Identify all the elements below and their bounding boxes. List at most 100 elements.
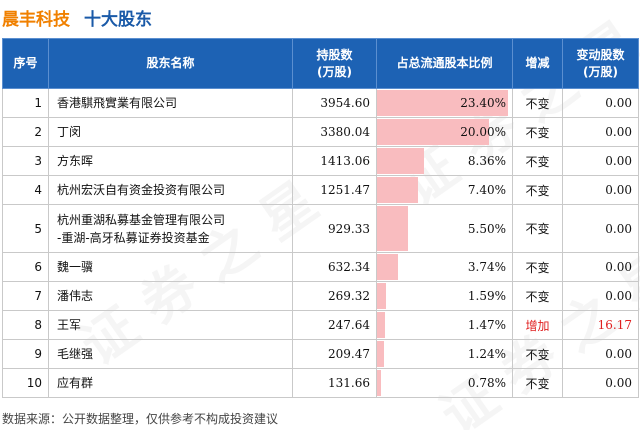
change-cell: 不变 bbox=[512, 281, 563, 311]
ratio-cell: 23.40% bbox=[376, 88, 513, 118]
ratio-cell: 0.78% bbox=[376, 368, 513, 398]
rank-cell: 2 bbox=[2, 117, 49, 147]
delta-shares-cell: 16.17 bbox=[562, 310, 639, 340]
shares-cell: 632.34 bbox=[292, 252, 377, 282]
table-row: 1 香港騏飛實業有限公司 3954.60 23.40% 不变 0.00 bbox=[2, 88, 639, 118]
shareholder-name: 方东晖 bbox=[57, 154, 94, 168]
delta-shares-cell: 0.00 bbox=[562, 175, 639, 205]
shareholder-name-cell: 香港騏飛實業有限公司 bbox=[48, 88, 293, 118]
shareholder-name: 潘伟志 bbox=[57, 289, 94, 303]
rank-cell: 4 bbox=[2, 175, 49, 205]
ratio-cell: 7.40% bbox=[376, 175, 513, 205]
table-row: 5 杭州重湖私募基金管理有限公司 -重湖-高牙私募证券投资基金 929.33 5.50%… bbox=[2, 204, 639, 253]
change-cell: 不变 bbox=[512, 117, 563, 147]
column-header-ratio: 占总流通股本比例 bbox=[376, 38, 513, 89]
shares-cell: 3954.60 bbox=[292, 88, 377, 118]
shareholder-name-cell: 丁闵 bbox=[48, 117, 293, 147]
table-row: 6 魏一骥 632.34 3.74% 不变 0.00 bbox=[2, 252, 639, 282]
section-title: 十大股东 bbox=[84, 9, 152, 30]
column-header-shares: 持股数 (万股) bbox=[292, 38, 377, 89]
shareholder-name: 香港騏飛實業有限公司 bbox=[57, 96, 178, 110]
ratio-value: 1.59% bbox=[467, 289, 506, 303]
ratio-bar bbox=[377, 283, 386, 309]
shareholder-name: 丁闵 bbox=[57, 125, 82, 139]
table-row: 9 毛继强 209.47 1.24% 不变 0.00 bbox=[2, 339, 639, 369]
shareholder-name-cell: 应有群 bbox=[48, 368, 293, 398]
shareholder-name-cell: 魏一骥 bbox=[48, 252, 293, 282]
change-cell: 不变 bbox=[512, 175, 563, 205]
shareholder-name: 王军 bbox=[57, 318, 82, 332]
shares-cell: 247.64 bbox=[292, 310, 377, 340]
column-header-change: 增减 bbox=[512, 38, 563, 89]
shares-cell: 131.66 bbox=[292, 368, 377, 398]
shareholders-table: 序号 股东名称 持股数 (万股) 占总流通股本比例 增减 变动股数 (万股) 1… bbox=[2, 38, 639, 398]
change-cell: 不变 bbox=[512, 252, 563, 282]
change-cell: 不变 bbox=[512, 339, 563, 369]
column-header-delta-line1: 变动股数 bbox=[576, 47, 625, 62]
ratio-bar bbox=[377, 177, 419, 203]
shareholder-name-cell: 潘伟志 bbox=[48, 281, 293, 311]
ratio-bar bbox=[377, 341, 384, 367]
column-header-delta: 变动股数 (万股) bbox=[562, 38, 639, 89]
table-row: 10 应有群 131.66 0.78% 不变 0.00 bbox=[2, 368, 639, 398]
table-row: 8 王军 247.64 1.47% 增加 16.17 bbox=[2, 310, 639, 340]
shareholder-name-cell: 杭州宏沃自有资金投资有限公司 bbox=[48, 175, 293, 205]
rank-cell: 7 bbox=[2, 281, 49, 311]
change-cell: 增加 bbox=[512, 310, 563, 340]
table-row: 3 方东晖 1413.06 8.36% 不变 0.00 bbox=[2, 146, 639, 176]
ratio-value: 0.78% bbox=[467, 376, 506, 390]
rank-cell: 9 bbox=[2, 339, 49, 369]
ratio-cell: 3.74% bbox=[376, 252, 513, 282]
shares-cell: 269.32 bbox=[292, 281, 377, 311]
shareholder-name-line2: -重湖-高牙私募证券投资基金 bbox=[57, 230, 210, 245]
change-cell: 不变 bbox=[512, 88, 563, 118]
column-header-delta-line2: (万股) bbox=[583, 64, 618, 79]
ratio-value: 3.74% bbox=[467, 260, 506, 274]
rank-cell: 10 bbox=[2, 368, 49, 398]
ratio-cell: 5.50% bbox=[376, 204, 513, 253]
delta-shares-cell: 0.00 bbox=[562, 204, 639, 253]
ratio-cell: 20.00% bbox=[376, 117, 513, 147]
shareholder-name-cell: 杭州重湖私募基金管理有限公司 -重湖-高牙私募证券投资基金 bbox=[48, 204, 293, 253]
delta-shares-cell: 0.00 bbox=[562, 252, 639, 282]
ratio-bar bbox=[377, 254, 398, 280]
rank-cell: 5 bbox=[2, 204, 49, 253]
shares-cell: 3380.04 bbox=[292, 117, 377, 147]
change-cell: 不变 bbox=[512, 204, 563, 253]
ratio-value: 1.24% bbox=[467, 347, 506, 361]
change-cell: 不变 bbox=[512, 146, 563, 176]
rank-cell: 3 bbox=[2, 146, 49, 176]
ratio-cell: 8.36% bbox=[376, 146, 513, 176]
rank-cell: 6 bbox=[2, 252, 49, 282]
ratio-bar bbox=[377, 206, 408, 251]
shares-cell: 1413.06 bbox=[292, 146, 377, 176]
delta-shares-cell: 0.00 bbox=[562, 117, 639, 147]
title-bar: 晨丰科技 十大股东 bbox=[0, 0, 640, 34]
shares-cell: 1251.47 bbox=[292, 175, 377, 205]
ratio-value: 23.40% bbox=[460, 96, 506, 110]
delta-shares-cell: 0.00 bbox=[562, 88, 639, 118]
column-header-shares-line2: (万股) bbox=[317, 64, 352, 79]
rank-cell: 8 bbox=[2, 310, 49, 340]
delta-shares-cell: 0.00 bbox=[562, 339, 639, 369]
delta-shares-cell: 0.00 bbox=[562, 146, 639, 176]
company-title: 晨丰科技 bbox=[2, 9, 70, 30]
ratio-bar bbox=[377, 90, 508, 116]
data-source-note: 数据来源：公开数据整理，仅供参考不构成投资建议 bbox=[2, 412, 279, 426]
delta-shares-cell: 0.00 bbox=[562, 281, 639, 311]
ratio-value: 20.00% bbox=[460, 125, 506, 139]
shareholder-name-cell: 毛继强 bbox=[48, 339, 293, 369]
shares-cell: 929.33 bbox=[292, 204, 377, 253]
shareholder-name: 应有群 bbox=[57, 376, 94, 390]
column-header-shares-line1: 持股数 bbox=[316, 47, 353, 62]
ratio-bar bbox=[377, 119, 489, 145]
table-row: 4 杭州宏沃自有资金投资有限公司 1251.47 7.40% 不变 0.00 bbox=[2, 175, 639, 205]
column-header-rank: 序号 bbox=[2, 38, 49, 89]
ratio-cell: 1.59% bbox=[376, 281, 513, 311]
delta-shares-cell: 0.00 bbox=[562, 368, 639, 398]
ratio-cell: 1.47% bbox=[376, 310, 513, 340]
table-row: 2 丁闵 3380.04 20.00% 不变 0.00 bbox=[2, 117, 639, 147]
change-cell: 不变 bbox=[512, 368, 563, 398]
table-header-row: 序号 股东名称 持股数 (万股) 占总流通股本比例 增减 变动股数 (万股) bbox=[2, 38, 639, 89]
shareholder-name: 杭州重湖私募基金管理有限公司 bbox=[57, 212, 226, 227]
